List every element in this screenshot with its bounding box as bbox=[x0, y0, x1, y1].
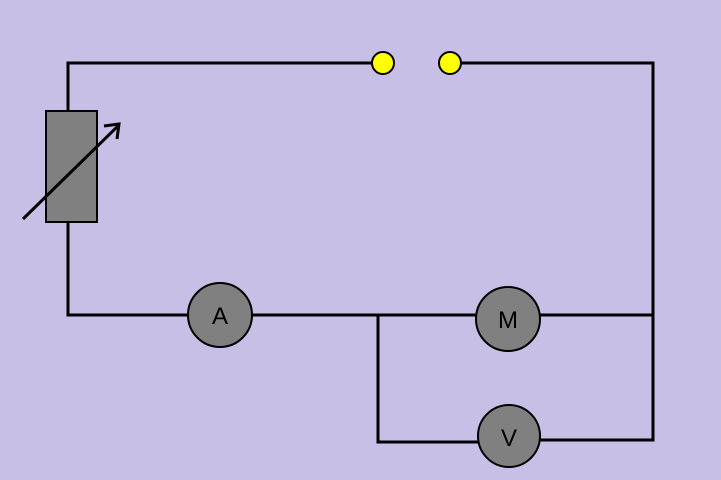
rheostat-arrow-head bbox=[103, 122, 121, 140]
rheostat bbox=[21, 110, 121, 223]
rheostat-arrow-line bbox=[21, 123, 121, 221]
motor-label: M bbox=[498, 307, 518, 334]
voltmeter-icon bbox=[477, 404, 541, 468]
motor: M bbox=[475, 286, 541, 352]
ammeter: A bbox=[187, 282, 253, 348]
voltmeter: V bbox=[477, 404, 541, 468]
rheostat-body bbox=[45, 110, 98, 223]
voltmeter-label: V bbox=[501, 425, 517, 452]
ammeter-icon bbox=[187, 282, 253, 348]
wire-top-left bbox=[66, 61, 374, 113]
terminal-left bbox=[371, 51, 395, 75]
wire-voltmeter-branch bbox=[376, 313, 480, 444]
wire-left-bottom bbox=[66, 220, 190, 317]
wire-top-right bbox=[460, 61, 655, 442]
ammeter-label: A bbox=[212, 303, 228, 330]
motor-icon bbox=[475, 286, 541, 352]
terminal-right bbox=[438, 51, 462, 75]
